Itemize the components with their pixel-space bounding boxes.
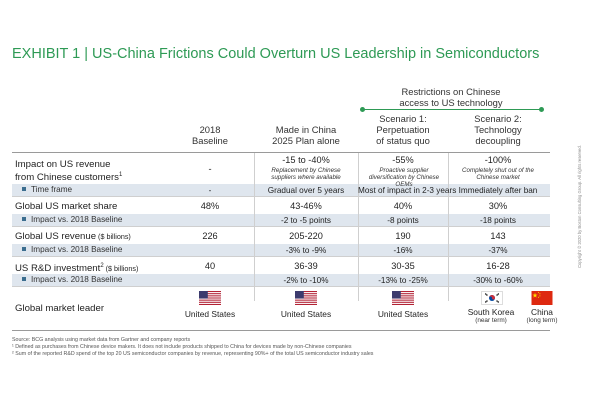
revenue-baseline: 226 — [202, 231, 218, 241]
market-share-baseline: 48% — [200, 201, 220, 211]
revenue-impact-s1: -16% — [393, 246, 413, 255]
restrictions-bracket — [360, 107, 544, 112]
bullet-square — [22, 186, 26, 191]
column-separator — [254, 153, 255, 301]
row-label-rd: US R&D investment2 ($ billions) — [15, 263, 139, 275]
leader-s2-south-korea: South Korea — [467, 307, 515, 317]
time-frame-s2: Immediately after ban — [458, 186, 538, 195]
revenue-s2: 143 — [490, 231, 506, 241]
revenue-mic: 205-220 — [289, 231, 323, 241]
revenue-s1: 190 — [395, 231, 411, 241]
rd-mic: 36-39 — [294, 261, 318, 271]
leader-s1: United States — [377, 309, 429, 319]
bullet-square — [22, 276, 26, 281]
impact-revenue-s1: -55% — [392, 155, 414, 165]
restrictions-header-line1: Restrictions on Chinese — [401, 86, 501, 97]
time-frame-baseline: - — [208, 186, 212, 195]
market-share-mic: 43-46% — [290, 201, 322, 211]
footnote-source: Source: BCG analysis using market data f… — [12, 337, 191, 343]
share-impact-s1: -8 points — [387, 216, 419, 225]
rd-impact-s2: -30% to -60% — [473, 276, 523, 285]
row-label-leader: Global market leader — [15, 303, 105, 314]
restrictions-header: Restrictions on Chinese access to US tec… — [360, 86, 542, 108]
rd-s2: 16-28 — [486, 261, 510, 271]
leader-baseline: United States — [184, 309, 236, 319]
leader-s2-south-korea-qualifier: (near term) — [475, 317, 507, 324]
market-share-s2: 30% — [488, 201, 508, 211]
row-label-revenue: Global US revenue ($ billions) — [15, 231, 131, 242]
column-header-scenario-2: Scenario 2: Technology decoupling — [474, 113, 522, 146]
us-flag-icon — [295, 291, 317, 305]
footnote-2: ² Sum of the reported R&D spend of the t… — [12, 351, 374, 357]
exhibit-title: EXHIBIT 1 | US-China Frictions Could Ove… — [12, 46, 540, 62]
rd-impact-band — [12, 274, 550, 286]
rd-s1: 30-35 — [391, 261, 415, 271]
bottom-rule — [12, 330, 550, 331]
rd-impact-mic: -2% to -10% — [283, 276, 329, 285]
row-label-time-frame: Time frame — [22, 185, 72, 195]
impact-revenue-s1-note: Proactive supplier diversification by Ch… — [368, 167, 440, 189]
share-impact-mic: -2 to -5 points — [280, 216, 332, 225]
leader-s2-china: China — [531, 307, 553, 317]
row-label-market-share: Global US market share — [15, 201, 118, 212]
footnote-1: ¹ Defined as purchases from Chinese devi… — [12, 344, 352, 350]
time-frame-band — [12, 184, 550, 196]
leader-s2-china-qualifier: (long term) — [526, 317, 558, 324]
time-frame-mic: Gradual over 5 years — [267, 186, 345, 195]
impact-revenue-s2: -100% — [484, 155, 512, 165]
share-impact-band — [12, 214, 550, 226]
row-rule — [12, 286, 550, 287]
column-header-made-in-china: Made in China 2025 Plan alone — [272, 124, 340, 146]
row-rule — [12, 256, 550, 257]
time-frame-s1: Most of impact in 2-3 years — [358, 186, 457, 195]
bullet-square — [22, 216, 26, 221]
row-label-rd-impact: Impact vs. 2018 Baseline — [22, 275, 122, 285]
rd-baseline: 40 — [204, 261, 216, 271]
row-rule — [12, 196, 550, 197]
header-rule — [12, 152, 550, 153]
us-flag-icon — [392, 291, 414, 305]
south-korea-flag-icon — [481, 291, 503, 305]
revenue-impact-band — [12, 244, 550, 256]
leader-mic: United States — [280, 309, 332, 319]
revenue-impact-s2: -37% — [488, 246, 508, 255]
impact-revenue-mic-note: Replacement by Chinese suppliers where a… — [271, 167, 341, 182]
impact-revenue-mic: -15 to -40% — [282, 155, 330, 165]
column-separator — [358, 153, 359, 301]
column-separator — [448, 153, 449, 301]
bullet-square — [22, 246, 26, 251]
impact-revenue-s2-note: Completely shut out of the Chinese marke… — [462, 167, 534, 182]
rd-impact-s1: -13% to -25% — [378, 276, 428, 285]
row-label-revenue-impact: Impact vs. 2018 Baseline — [22, 245, 122, 255]
market-share-s1: 40% — [393, 201, 413, 211]
row-label-impact-revenue: Impact on US revenue from Chinese custom… — [15, 159, 123, 184]
share-impact-s2: -18 points — [480, 216, 516, 225]
restrictions-header-line2: access to US technology — [399, 97, 503, 108]
impact-revenue-baseline: - — [208, 164, 212, 174]
row-label-share-impact: Impact vs. 2018 Baseline — [22, 215, 122, 225]
copyright-notice: Copyright © 2020 by Boston Consulting Gr… — [577, 145, 582, 268]
column-header-scenario-1: Scenario 1: Perpetuation of status quo — [376, 113, 430, 146]
china-flag-icon — [531, 291, 553, 305]
row-rule — [12, 226, 550, 227]
us-flag-icon — [199, 291, 221, 305]
revenue-impact-mic: -3% to -9% — [285, 246, 327, 255]
column-header-baseline: 2018 Baseline — [192, 124, 228, 146]
